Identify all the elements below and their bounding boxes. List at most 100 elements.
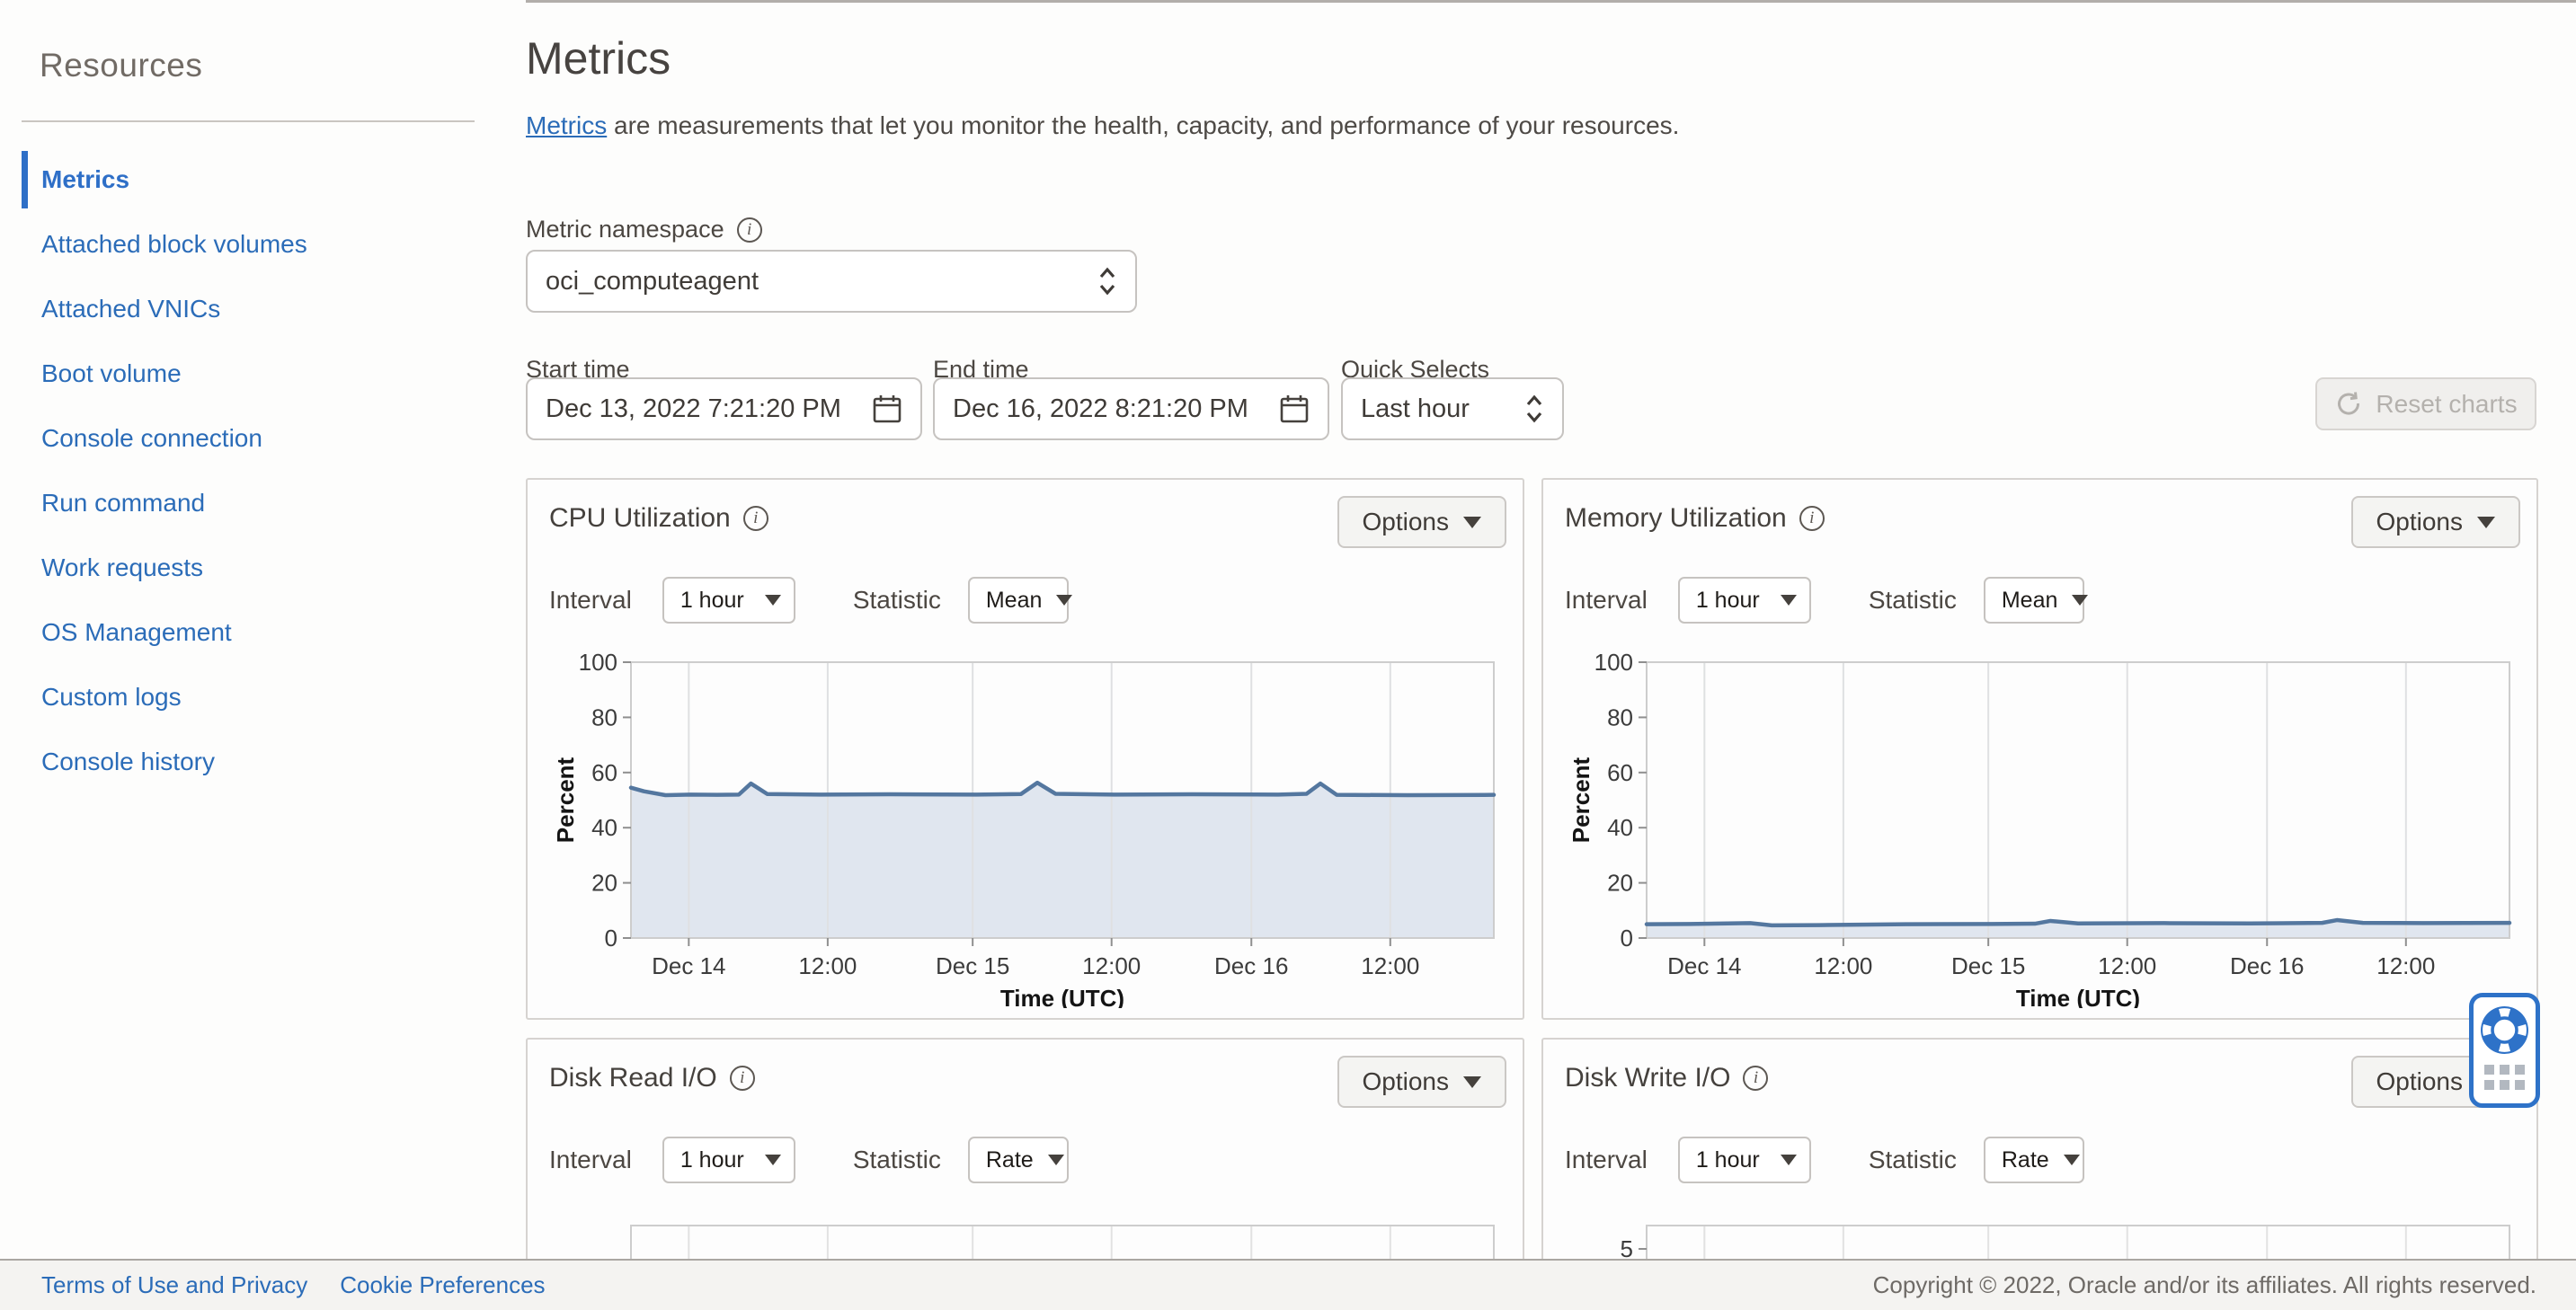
info-icon[interactable]: i: [729, 1066, 755, 1091]
svg-text:100: 100: [579, 649, 617, 676]
svg-text:60: 60: [591, 759, 617, 786]
interval-select[interactable]: 1 hour: [662, 1137, 795, 1183]
statistic-label: Statistic: [1868, 1146, 1957, 1173]
reset-charts-button[interactable]: Reset charts: [2315, 377, 2536, 430]
info-icon[interactable]: i: [1743, 1066, 1769, 1091]
statistic-select[interactable]: Mean: [1983, 577, 2089, 624]
refresh-icon: [2338, 391, 2360, 415]
chart-controls: Interval 1 hour Statistic Rate: [1565, 1137, 2084, 1183]
metric-namespace-label: Metric namespace i: [526, 216, 762, 243]
memory-utilization-card: Memory Utilization i Options Interval 1 …: [1541, 478, 2538, 1020]
caret-down-icon: [1780, 1155, 1797, 1165]
svg-text:12:00: 12:00: [2098, 952, 2156, 979]
start-time-value: Dec 13, 2022 7:21:20 PM: [546, 394, 841, 423]
sidebar-item-run-command[interactable]: Run command: [41, 489, 206, 517]
statistic-select[interactable]: Rate: [967, 1137, 1069, 1183]
svg-text:20: 20: [591, 870, 617, 897]
info-icon[interactable]: i: [1799, 506, 1825, 531]
options-label: Options: [1362, 508, 1450, 536]
calendar-icon: [873, 395, 902, 423]
caret-down-icon: [1463, 1075, 1481, 1088]
caret-down-icon: [1047, 1155, 1064, 1165]
svg-text:Time (UTC): Time (UTC): [2016, 985, 2140, 1008]
caret-down-icon: [1780, 595, 1797, 606]
sidebar-nav-list: Metrics Attached block volumes Attached VN…: [0, 147, 476, 794]
options-button[interactable]: Options: [2350, 496, 2520, 548]
caret-down-icon: [2063, 1155, 2080, 1165]
calendar-icon: [1280, 395, 1309, 423]
cookie-preferences-link[interactable]: Cookie Preferences: [340, 1271, 546, 1298]
svg-text:12:00: 12:00: [798, 952, 857, 979]
cpu-utilization-card: CPU Utilization i Options Interval 1 hou…: [526, 478, 1524, 1020]
svg-text:0: 0: [1621, 925, 1633, 952]
interval-label: Interval: [549, 1146, 632, 1173]
sidebar-item-attached-block-volumes[interactable]: Attached block volumes: [41, 230, 307, 258]
info-icon[interactable]: i: [742, 506, 768, 531]
svg-text:Dec 14: Dec 14: [652, 952, 725, 979]
options-button[interactable]: Options: [1337, 1056, 1506, 1108]
sidebar-item-console-history[interactable]: Console history: [41, 748, 215, 775]
statistic-label: Statistic: [852, 586, 941, 614]
options-label: Options: [1362, 1067, 1450, 1095]
options-label: Options: [2376, 1067, 2464, 1095]
app-grid-icon: [2484, 1065, 2525, 1090]
interval-label: Interval: [549, 586, 632, 614]
footer: Terms of Use and Privacy Cookie Preferen…: [0, 1259, 2576, 1310]
life-ring-icon: [2481, 1006, 2528, 1054]
end-time-value: Dec 16, 2022 8:21:20 PM: [953, 394, 1248, 423]
sidebar-item-custom-logs[interactable]: Custom logs: [41, 683, 182, 711]
svg-text:80: 80: [1607, 704, 1633, 730]
svg-text:Percent: Percent: [555, 757, 579, 843]
options-button[interactable]: Options: [1337, 496, 1506, 548]
resources-sidebar: Resources Metrics Attached block volumes A…: [0, 0, 476, 794]
card-title: CPU Utilization i: [549, 503, 768, 534]
svg-text:Time (UTC): Time (UTC): [1000, 985, 1124, 1008]
svg-text:Percent: Percent: [1571, 757, 1594, 843]
svg-text:60: 60: [1607, 759, 1633, 786]
metric-namespace-label-text: Metric namespace: [526, 216, 724, 243]
chevron-updown-icon: [1099, 267, 1115, 296]
sidebar-item-boot-volume[interactable]: Boot volume: [41, 359, 182, 387]
svg-text:Dec 16: Dec 16: [2230, 952, 2304, 979]
quick-selects-dropdown[interactable]: Last hour: [1341, 377, 1564, 440]
copyright-text: Copyright © 2022, Oracle and/or its affi…: [1872, 1271, 2536, 1298]
sidebar-item-metrics[interactable]: Metrics: [0, 147, 476, 212]
page-title: Metrics: [526, 33, 671, 84]
card-title: Disk Read I/O i: [549, 1063, 755, 1093]
memory-utilization-chart: 0 20 40 60 80 100 Dec 14 12:00 Dec 15 12:00 Dec 16…: [1568, 649, 2527, 1012]
svg-text:100: 100: [1594, 649, 1633, 676]
quick-selects-value: Last hour: [1361, 394, 1470, 423]
sidebar-item-attached-vnics[interactable]: Attached VNICs: [41, 295, 221, 323]
terms-link[interactable]: Terms of Use and Privacy: [41, 1271, 308, 1298]
end-time-input[interactable]: Dec 16, 2022 8:21:20 PM: [933, 377, 1329, 440]
svg-text:5: 5: [1621, 1235, 1633, 1262]
svg-text:Dec 16: Dec 16: [1214, 952, 1288, 979]
sidebar-item-os-management[interactable]: OS Management: [41, 618, 232, 646]
metric-namespace-select[interactable]: oci_computeagent: [526, 250, 1137, 313]
info-icon[interactable]: i: [736, 217, 762, 243]
page-description-text: are measurements that let you monitor th…: [607, 111, 1680, 139]
card-title-text: CPU Utilization: [549, 503, 731, 533]
statistic-value: Mean: [985, 587, 1043, 613]
sidebar-item-work-requests[interactable]: Work requests: [41, 553, 203, 581]
svg-text:12:00: 12:00: [1082, 952, 1141, 979]
interval-value: 1 hour: [1695, 1146, 1760, 1173]
metric-namespace-value: oci_computeagent: [546, 266, 759, 296]
interval-value: 1 hour: [1695, 587, 1760, 613]
statistic-value: Rate: [985, 1146, 1034, 1173]
metrics-doc-link[interactable]: Metrics: [526, 111, 608, 139]
support-widget[interactable]: [2469, 993, 2540, 1108]
start-time-input[interactable]: Dec 13, 2022 7:21:20 PM: [526, 377, 922, 440]
svg-text:12:00: 12:00: [1361, 952, 1419, 979]
options-label: Options: [2376, 508, 2464, 536]
statistic-select[interactable]: Rate: [1983, 1137, 2084, 1183]
interval-select[interactable]: 1 hour: [1677, 1137, 1811, 1183]
caret-down-icon: [2477, 516, 2495, 528]
sidebar-item-console-connection[interactable]: Console connection: [41, 424, 262, 452]
chevron-updown-icon: [1526, 394, 1542, 423]
interval-select[interactable]: 1 hour: [1677, 577, 1811, 624]
statistic-select[interactable]: Mean: [967, 577, 1073, 624]
svg-text:40: 40: [1607, 814, 1633, 841]
interval-select[interactable]: 1 hour: [662, 577, 795, 624]
